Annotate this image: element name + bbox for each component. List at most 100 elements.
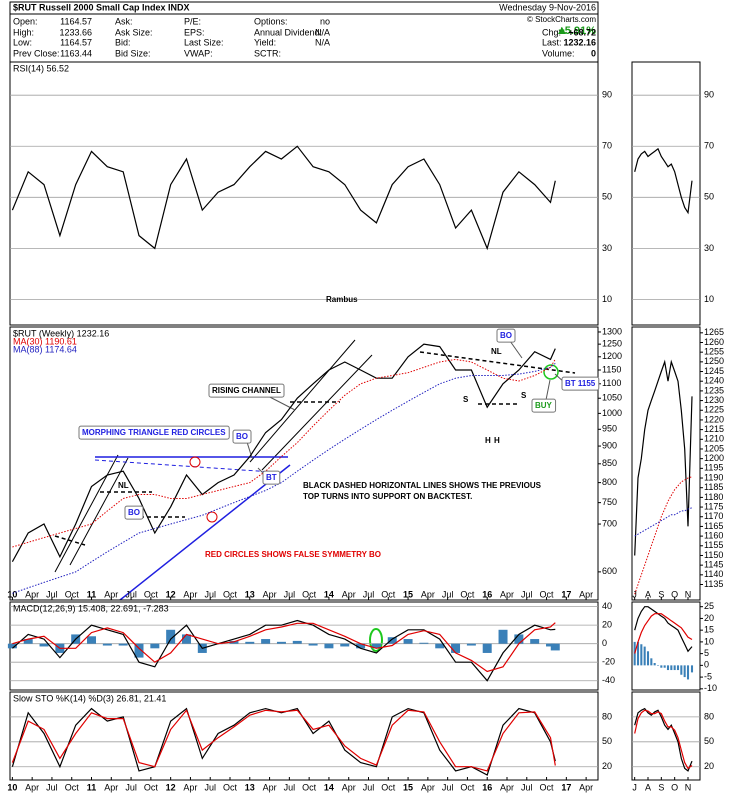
histogram-bar [276,641,286,644]
y-tick-label: 10 [602,294,612,304]
y-tick-label: 600 [602,566,617,576]
legend-entry: MACD(12,26,9) 15.408, 22.691, -7.283 [13,603,169,613]
field-label: Yield: [254,37,276,47]
x-tick-label: J [632,782,637,792]
y-tick-label: 25 [704,601,714,611]
x-tick-label: 15 [403,782,413,792]
y-tick-label: -5 [704,671,712,681]
x-tick-label: S [658,589,664,599]
annotation: NL [118,481,129,490]
y-tick-label: 1165 [704,521,723,531]
x-tick-label: Jul [284,589,296,599]
x-tick-label: Oct [144,782,159,792]
annotation-box [561,376,600,391]
x-tick-label: Jul [204,782,216,792]
histogram-bar [514,634,524,644]
histogram-bar [340,643,350,647]
panel: 80 50 20 J A S O N [631,691,714,792]
annotation-box [208,383,285,398]
field-label: VWAP: [184,48,213,58]
field-label: Options: [254,16,288,26]
y-tick-label: 10 [704,294,714,304]
y-tick-label: 1210 [704,434,724,444]
histogram-bar [482,643,492,653]
panel-frame [631,601,701,691]
x-tick-label: Oct [381,782,396,792]
series-line [634,707,693,772]
histogram-bar [498,629,508,644]
series-line [634,709,693,770]
y-tick-label: 1000 [602,408,622,418]
histogram-bar [683,665,686,678]
histogram-bar [646,651,650,666]
y-tick-label: 1190 [704,472,723,482]
x-tick-label: Apr [421,589,435,599]
series-line [634,147,693,215]
annotation: S [521,391,527,400]
y-tick-label: 1215 [704,424,724,434]
x-tick-label: Jul [521,589,533,599]
legend-entry: RSI(14) 56.52 [13,63,69,73]
y-tick-label: 1220 [704,414,724,424]
y-tick-label: 20 [704,761,714,771]
series-line [12,358,556,548]
x-tick-label: Jul [363,589,375,599]
connector [545,379,551,401]
series-line [12,622,556,673]
x-tick-label: Apr [104,782,118,792]
y-tick-label: 80 [704,711,714,721]
legend-entry: MA(88) 1174.64 [13,344,77,354]
y-tick-label: 30 [602,243,612,253]
y-tick-label: 1255 [704,347,724,357]
y-tick-label: 1175 [704,501,723,511]
x-tick-label: 14 [324,782,334,792]
field-value: N/A [315,37,330,47]
histogram-bar [356,643,366,649]
y-tick-label: 20 [602,620,612,630]
y-tick-label: 5 [704,648,709,658]
channel-line [261,354,373,471]
histogram-bar [419,642,429,644]
x-tick-label: Oct [540,782,555,792]
histogram-bar [633,641,636,666]
x-tick-label: Apr [25,589,39,599]
y-tick-label: 1245 [704,366,724,376]
field-label: P/E: [184,16,201,26]
x-tick-label: Oct [460,782,475,792]
y-tick-label: 80 [602,711,612,721]
x-tick-label: 17 [561,589,571,599]
connector [509,340,523,359]
red-circle [189,456,201,468]
annotation: H [485,436,491,445]
series-line [11,343,556,562]
y-tick-label: 1185 [704,482,723,492]
field-value: 0 [591,48,596,58]
y-tick-label: 1135 [704,579,723,589]
field-label: Last Size: [184,37,224,47]
x-tick-label: 10 [7,782,17,792]
y-tick-label: 20 [704,613,714,623]
field-label: Ask: [115,16,133,26]
header-copyright: © StockCharts.com [527,15,596,24]
y-tick-label: 70 [602,141,612,151]
x-tick-label: N [685,782,692,792]
x-tick-label: Apr [342,782,356,792]
histogram-bar [670,665,673,671]
green-circle [369,628,383,652]
field-value: 1233.66 [59,27,92,37]
field-value: +68.72 [568,27,596,37]
histogram-bar [181,634,191,644]
histogram-bar [118,643,128,646]
panel: 90 70 50 30 10 [631,61,714,326]
x-tick-label: Apr [579,782,593,792]
field-value: N/A [315,27,330,37]
y-tick-label: -20 [602,657,615,667]
x-tick-label: Apr [25,782,39,792]
x-tick-label: Apr [421,782,435,792]
histogram-bar [134,643,144,658]
field-label: EPS: [184,27,205,37]
x-tick-label: Oct [65,589,80,599]
annotation-box [531,398,557,413]
y-tick-label: 70 [704,141,714,151]
